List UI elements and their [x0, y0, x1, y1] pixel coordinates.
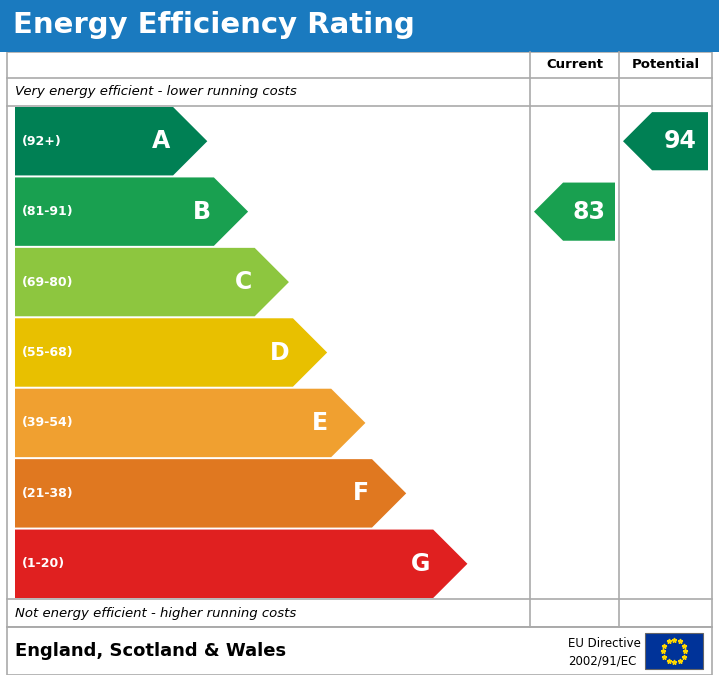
Polygon shape: [15, 389, 365, 457]
Text: 2002/91/EC: 2002/91/EC: [568, 654, 636, 667]
Polygon shape: [623, 112, 708, 170]
Text: Energy Efficiency Rating: Energy Efficiency Rating: [13, 11, 415, 39]
Polygon shape: [15, 530, 467, 598]
Text: EU Directive: EU Directive: [568, 637, 641, 650]
Text: D: D: [270, 340, 290, 364]
Text: G: G: [411, 551, 430, 576]
Text: E: E: [312, 411, 328, 435]
Text: (39-54): (39-54): [22, 416, 73, 429]
Text: 94: 94: [664, 129, 697, 153]
Text: (69-80): (69-80): [22, 275, 73, 289]
Text: (1-20): (1-20): [22, 558, 65, 570]
Polygon shape: [15, 459, 406, 528]
Bar: [7, 52, 712, 627]
Polygon shape: [15, 107, 207, 176]
Text: (21-38): (21-38): [22, 487, 73, 500]
Text: Not energy efficient - higher running costs: Not energy efficient - higher running co…: [15, 607, 296, 620]
Bar: [645, 633, 703, 669]
Text: Current: Current: [546, 59, 603, 72]
Polygon shape: [15, 248, 289, 317]
Polygon shape: [15, 319, 327, 387]
Text: A: A: [152, 129, 170, 153]
Polygon shape: [15, 178, 248, 246]
Polygon shape: [534, 182, 615, 241]
Text: (81-91): (81-91): [22, 205, 73, 218]
Text: Very energy efficient - lower running costs: Very energy efficient - lower running co…: [15, 86, 297, 99]
Text: 83: 83: [572, 200, 605, 223]
Text: (92+): (92+): [22, 135, 62, 148]
Text: F: F: [353, 481, 369, 506]
Text: England, Scotland & Wales: England, Scotland & Wales: [15, 642, 286, 660]
Text: C: C: [234, 270, 252, 294]
Text: Potential: Potential: [631, 59, 700, 72]
Text: B: B: [193, 200, 211, 223]
Bar: [7, 627, 712, 675]
Text: (55-68): (55-68): [22, 346, 73, 359]
Bar: [0, 0, 719, 52]
